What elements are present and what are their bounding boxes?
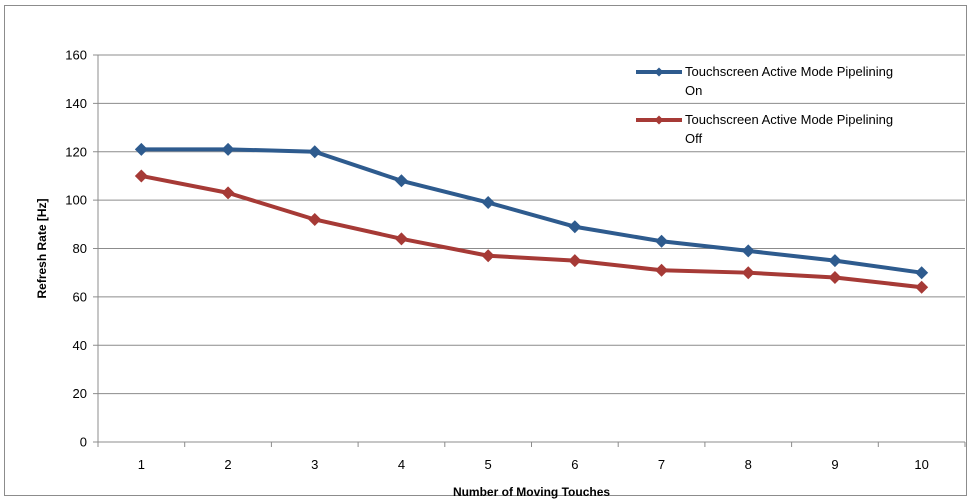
legend-label-line: Touchscreen Active Mode Pipelining — [685, 64, 893, 79]
x-axis-ticks: 1 2 3 4 5 6 7 8 9 10 — [97, 442, 966, 472]
data-point-8 — [741, 266, 755, 280]
x-tick-label-3: 3 — [311, 457, 318, 472]
y-tick-label-0: 0 — [80, 435, 87, 450]
data-point-10 — [915, 266, 929, 280]
y-tick-label-160: 160 — [65, 48, 87, 63]
series-group — [134, 142, 929, 294]
y-tick-label-100: 100 — [65, 193, 87, 208]
data-point-1 — [134, 169, 148, 183]
data-point-5 — [481, 249, 495, 263]
y-tick-label-60: 60 — [73, 289, 87, 304]
data-point-10 — [915, 280, 929, 294]
legend-swatch-marker — [654, 67, 664, 77]
series-off — [134, 169, 929, 294]
legend: Touchscreen Active Mode PipeliningOnTouc… — [636, 64, 893, 146]
gridlines — [98, 54, 965, 395]
data-point-8 — [741, 244, 755, 258]
legend-label-line: Touchscreen Active Mode Pipelining — [685, 112, 893, 127]
x-tick-label-10: 10 — [914, 457, 928, 472]
chart-frame — [4, 5, 967, 496]
series-on — [134, 142, 929, 280]
data-point-4 — [394, 232, 408, 246]
data-point-3 — [308, 212, 322, 226]
x-tick-label-1: 1 — [138, 457, 145, 472]
y-axis-ticks: 0 20 40 60 80 100 120 140 160 — [65, 48, 98, 450]
legend-item-off: Touchscreen Active Mode Pipelining Off — [636, 112, 893, 146]
x-tick-label-5: 5 — [485, 457, 492, 472]
x-tick-label-4: 4 — [398, 457, 405, 472]
data-point-3 — [308, 145, 322, 159]
y-tick-label-140: 140 — [65, 96, 87, 111]
y-tick-label-20: 20 — [73, 386, 87, 401]
data-point-2 — [221, 142, 235, 156]
data-point-6 — [568, 254, 582, 268]
data-point-2 — [221, 186, 235, 200]
legend-swatch-marker — [654, 115, 664, 125]
legend-label-line: Off — [685, 131, 702, 146]
y-axis-title: Refresh Rate [Hz] — [35, 198, 49, 298]
x-tick-label-2: 2 — [224, 457, 231, 472]
series-line — [141, 147, 922, 275]
x-axis-title: Number of Moving Touches — [453, 485, 610, 499]
series-line — [140, 173, 922, 290]
y-tick-label-80: 80 — [73, 241, 87, 256]
x-tick-label-7: 7 — [658, 457, 665, 472]
legend-label-line: On — [685, 83, 702, 98]
x-tick-label-8: 8 — [745, 457, 752, 472]
data-point-7 — [655, 234, 669, 248]
y-tick-label-120: 120 — [65, 144, 87, 159]
x-tick-label-9: 9 — [831, 457, 838, 472]
data-point-4 — [394, 174, 408, 188]
data-point-7 — [655, 263, 669, 277]
axes — [97, 55, 965, 443]
data-point-1 — [134, 142, 148, 156]
data-point-9 — [828, 271, 842, 285]
legend-item-on: Touchscreen Active Mode Pipelining On — [636, 64, 893, 98]
data-point-5 — [481, 196, 495, 210]
data-point-6 — [568, 220, 582, 234]
data-point-9 — [828, 254, 842, 268]
x-tick-label-6: 6 — [571, 457, 578, 472]
y-tick-label-40: 40 — [73, 338, 87, 353]
